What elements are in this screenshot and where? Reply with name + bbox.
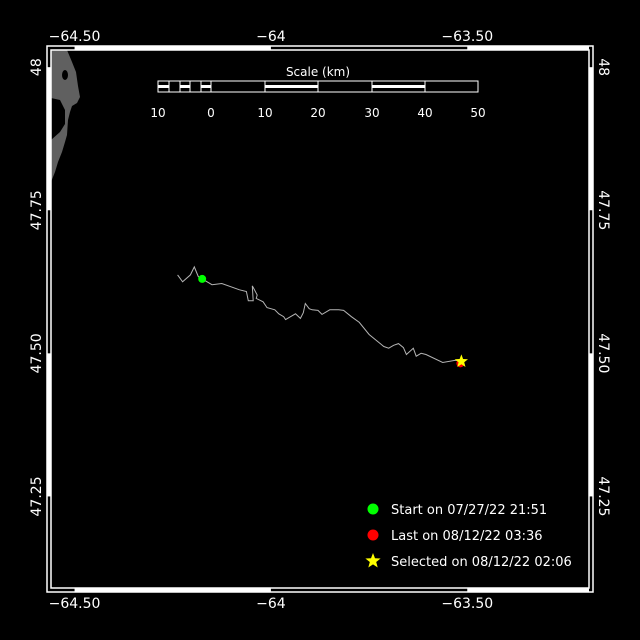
y-tick-label-right: 47.50 [595,333,611,373]
x-tick-label-top: −64 [256,29,286,45]
legend-circle-icon [367,503,379,515]
y-tick-label-right: 48 [595,58,611,76]
frame-segment [589,67,593,211]
start-position-marker [198,274,207,283]
legend-circle-icon [367,529,379,541]
frame-outer [46,45,594,593]
scale-bar-title: Scale (km) [286,65,350,79]
scale-bar-label: 20 [310,106,325,120]
scale-bar-label: 40 [417,106,432,120]
scale-bar-label: 10 [257,106,272,120]
frame-segment [74,46,271,50]
scale-bar-label: 10 [150,106,165,120]
legend-label: Start on 07/27/22 21:51 [391,503,547,518]
legend: Start on 07/27/22 21:51 Last on 08/12/22 … [365,503,572,570]
y-tick-label-right: 47.75 [595,190,611,230]
x-tick-label-top: −63.50 [441,29,493,45]
scale-bar-fill [372,85,425,88]
legend-star-icon [365,553,381,568]
scale-bar-label: 50 [470,106,485,120]
scale-bar-label: 0 [207,106,215,120]
frame-inner [50,49,590,589]
x-tick-label-top: −64.50 [49,29,101,45]
selected-position-star [454,354,468,367]
frame-segment [47,353,51,497]
axis-tick-labels: −64.50 −64.50 −64 −64 −63.50 −63.50 48 48 47.75 4… [29,29,611,612]
y-tick-label-left: 47.75 [29,190,45,230]
legend-label: Selected on 08/12/22 02:06 [391,555,572,570]
frame-segment [47,67,51,211]
lake [62,70,68,80]
frame-segment [589,353,593,497]
scale-bar: Scale (km) 10 0 10 20 30 40 50 [150,65,485,120]
frame-segment [467,588,589,592]
x-tick-label-bottom: −64 [256,596,286,612]
coastline-land [51,50,80,182]
x-tick-label-bottom: −63.50 [441,596,493,612]
legend-label: Last on 08/12/22 03:36 [391,529,543,544]
y-tick-label-left: 47.25 [29,476,45,516]
frame-segment [467,46,589,50]
scale-bar-fill [180,85,190,88]
scale-bar-fill [201,85,211,88]
map-frame [46,45,594,593]
y-tick-label-right: 47.25 [595,476,611,516]
y-tick-label-left: 47.50 [29,333,45,373]
drifter-track [177,265,462,364]
scale-bar-fill [158,85,169,88]
frame-segment [74,588,271,592]
x-tick-label-bottom: −64.50 [49,596,101,612]
scale-bar-label: 30 [364,106,379,120]
y-tick-label-left: 48 [29,58,45,76]
scale-bar-fill [265,85,318,88]
